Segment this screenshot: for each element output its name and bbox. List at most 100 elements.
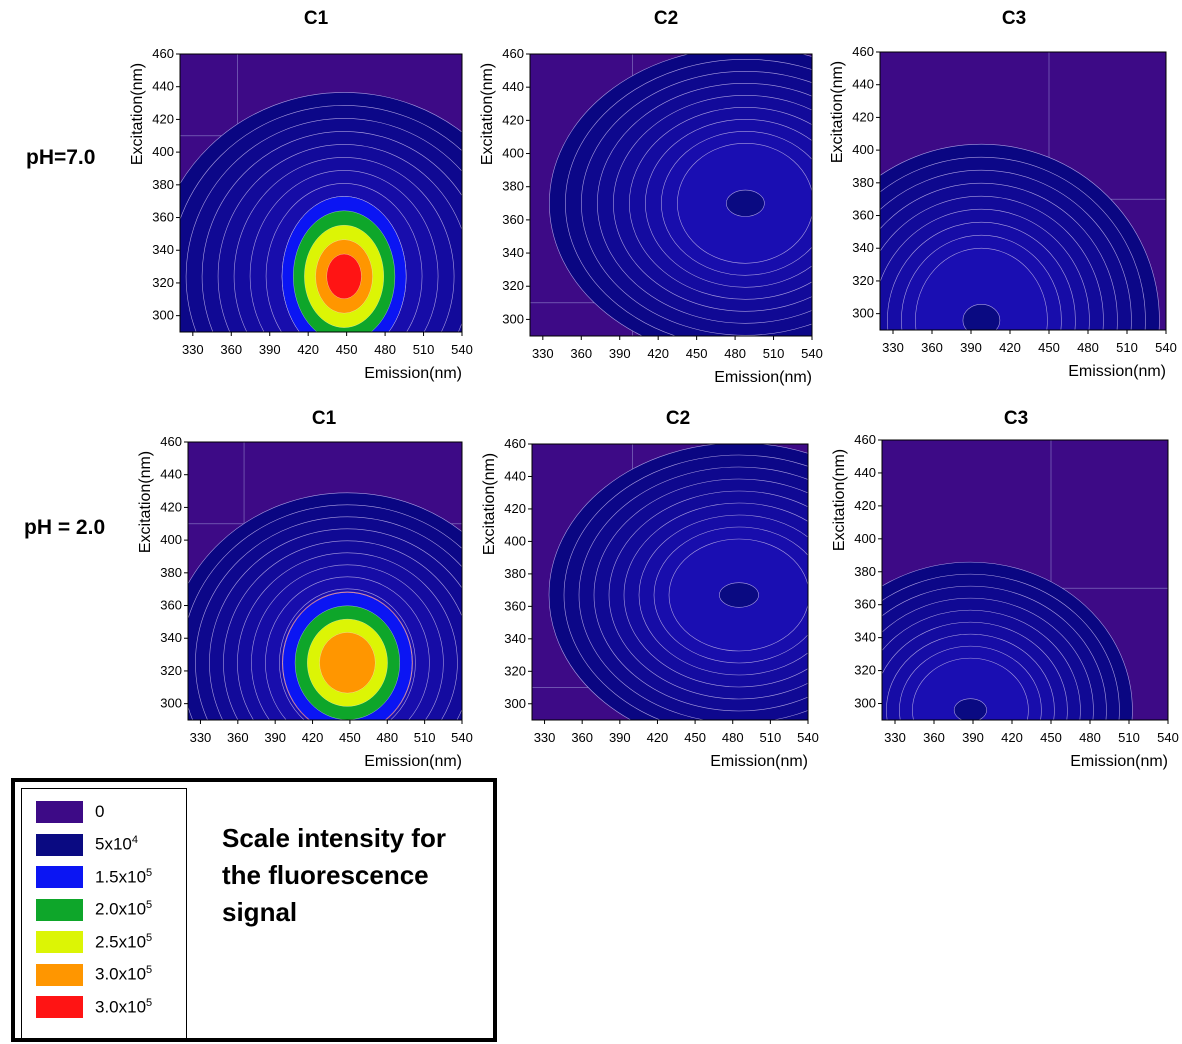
y-tick-label: 300: [502, 311, 524, 326]
color-scale: 0 5x104 1.5x105 2.0x105 2.5x105 3.0x105 3.0x10…: [21, 788, 187, 1041]
y-tick-label: 320: [160, 663, 182, 678]
x-tick-label: 540: [1155, 340, 1177, 355]
x-tick-label: 420: [297, 342, 319, 357]
plot-frame: [179, 53, 463, 333]
legend-swatch: [36, 996, 83, 1018]
y-tick-label: 440: [852, 77, 874, 92]
legend-swatch: [36, 963, 83, 986]
x-tick-label: 360: [921, 340, 943, 355]
y-tick-label: 340: [854, 630, 876, 645]
x-tick-label: 420: [302, 730, 324, 745]
x-axis-label: Emission(nm): [710, 753, 808, 770]
x-tick-label: 330: [534, 730, 556, 745]
x-tick-label: 450: [1038, 340, 1060, 355]
y-tick-label: 340: [504, 631, 526, 646]
legend-entry: 3.0x105: [36, 963, 152, 986]
x-tick-label: 390: [259, 342, 281, 357]
x-tick-label: 390: [609, 346, 631, 361]
x-axis-label: Emission(nm): [364, 365, 462, 382]
legend-label: 3.0x105: [95, 996, 153, 1017]
panel-c3-row2: 330 360 390 420 450 480 510 540 300 320 340 360 380 4…: [831, 408, 1179, 770]
x-tick-label: 480: [724, 346, 746, 361]
x-tick-label: 540: [1157, 730, 1179, 745]
y-tick-label: 340: [502, 245, 524, 260]
y-tick-label: 360: [504, 598, 526, 613]
row-label-ph7: pH=7.0: [26, 146, 95, 169]
panel-title-c1: C1: [312, 408, 337, 429]
y-axis-label: Excitation(nm): [829, 61, 846, 163]
x-tick-label: 420: [999, 340, 1021, 355]
panel-title-c2: C2: [654, 8, 678, 29]
legend-entry: 0: [36, 801, 104, 823]
plot-frame: [187, 441, 463, 721]
legend-entry: 5x104: [36, 833, 138, 856]
y-tick-label: 320: [854, 663, 876, 678]
panel-c3-row1: 330 360 390 420 450 480 510 540 300 320 340 360 380 4…: [829, 8, 1177, 380]
y-tick-label: 360: [152, 210, 174, 225]
x-tick-label: 540: [801, 346, 823, 361]
y-tick-label: 320: [152, 275, 174, 290]
y-axis-label: Excitation(nm): [481, 453, 498, 555]
x-tick-label: 390: [609, 730, 631, 745]
x-tick-label: 450: [336, 342, 358, 357]
legend-swatch: [36, 866, 83, 888]
y-tick-label: 380: [504, 566, 526, 581]
x-tick-label: 450: [1040, 730, 1062, 745]
heatmap-area: [180, 54, 462, 332]
plot-frame: [529, 53, 813, 337]
y-tick-label: 360: [502, 212, 524, 227]
contour-peak: [953, 698, 987, 720]
x-tick-label: 330: [884, 730, 906, 745]
y-tick-label: 400: [160, 532, 182, 547]
y-tick-label: 400: [152, 144, 174, 159]
contour-peak: [726, 189, 765, 217]
heatmap-area: [882, 440, 1168, 720]
x-tick-label: 510: [763, 346, 785, 361]
contour-ring: [915, 247, 1048, 330]
y-tick-label: 300: [152, 308, 174, 323]
y-tick-label: 460: [152, 46, 174, 61]
x-tick-label: 510: [413, 342, 435, 357]
legend-label: 2.0x105: [95, 899, 153, 919]
y-tick-label: 460: [502, 46, 524, 61]
y-tick-label: 440: [504, 468, 526, 483]
y-tick-label: 420: [854, 498, 876, 513]
x-tick-label: 330: [882, 340, 904, 355]
x-tick-label: 330: [190, 730, 212, 745]
y-tick-label: 300: [854, 696, 876, 711]
legend-entry: 2.0x105: [36, 898, 153, 921]
legend-label: 1.5x105: [95, 866, 153, 887]
legend-title: Scale intensity for the fluorescence sig…: [222, 823, 446, 927]
legend-swatch: [36, 833, 83, 856]
x-tick-label: 480: [376, 730, 398, 745]
x-tick-label: 390: [264, 730, 286, 745]
x-tick-label: 330: [532, 346, 554, 361]
legend-label: 2.5x105: [95, 931, 153, 952]
x-tick-label: 390: [962, 730, 984, 745]
x-tick-label: 480: [374, 342, 396, 357]
x-tick-label: 450: [684, 730, 706, 745]
x-tick-label: 480: [722, 730, 744, 745]
heatmap-area: [188, 442, 462, 720]
legend-swatch: [36, 931, 83, 953]
y-tick-label: 380: [152, 177, 174, 192]
y-tick-label: 360: [160, 598, 182, 613]
legend-entry: 1.5x105: [36, 866, 152, 888]
x-tick-label: 390: [960, 340, 982, 355]
x-tick-label: 450: [339, 730, 361, 745]
x-tick-label: 510: [1116, 340, 1138, 355]
y-tick-label: 460: [160, 434, 182, 449]
x-axis-label: Emission(nm): [364, 753, 462, 770]
y-tick-label: 420: [160, 499, 182, 514]
x-tick-label: 360: [571, 730, 593, 745]
panel-title-c3: C3: [1004, 408, 1028, 429]
y-tick-label: 400: [852, 142, 874, 157]
x-axis-label: Emission(nm): [714, 369, 812, 386]
contour-ring: [912, 657, 1029, 720]
heatmap-area: [880, 52, 1166, 330]
contour-fill: [326, 253, 362, 299]
y-tick-label: 300: [852, 306, 874, 321]
panel-title-c3: C3: [1002, 8, 1026, 29]
panel-title-c2: C2: [666, 408, 690, 429]
y-axis-label: Excitation(nm): [137, 451, 154, 553]
